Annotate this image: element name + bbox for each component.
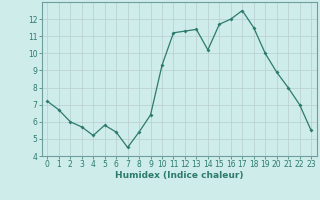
X-axis label: Humidex (Indice chaleur): Humidex (Indice chaleur) [115, 171, 244, 180]
